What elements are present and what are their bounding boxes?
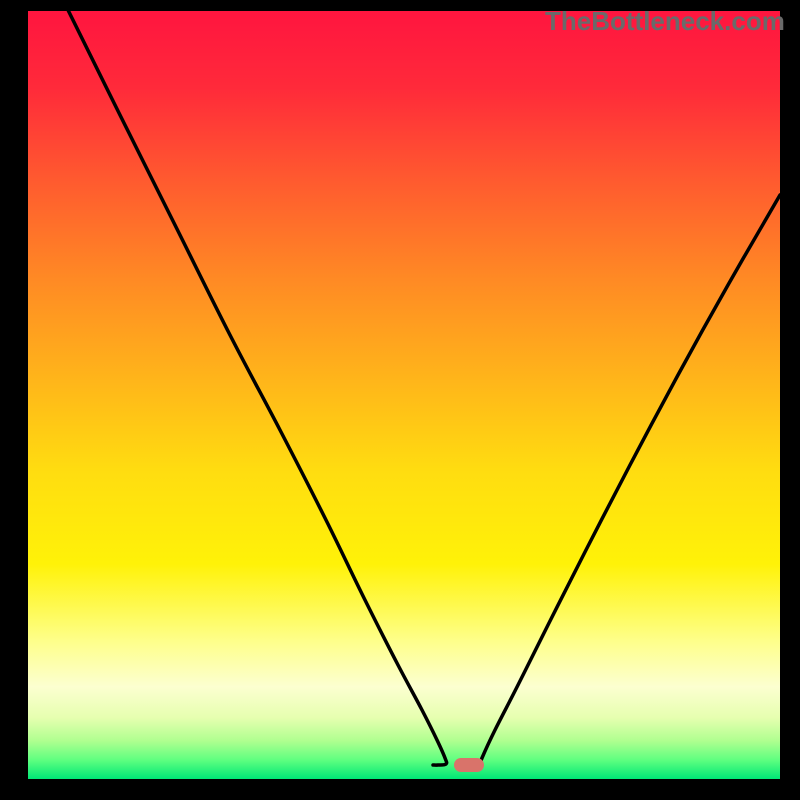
watermark-text: TheBottleneck.com xyxy=(545,6,785,37)
bottleneck-curve-branch xyxy=(68,10,447,765)
chart-container: TheBottleneck.com xyxy=(0,0,800,800)
curve-layer xyxy=(0,0,800,800)
bottleneck-curve-branch xyxy=(480,195,780,765)
bottleneck-marker xyxy=(454,758,484,772)
